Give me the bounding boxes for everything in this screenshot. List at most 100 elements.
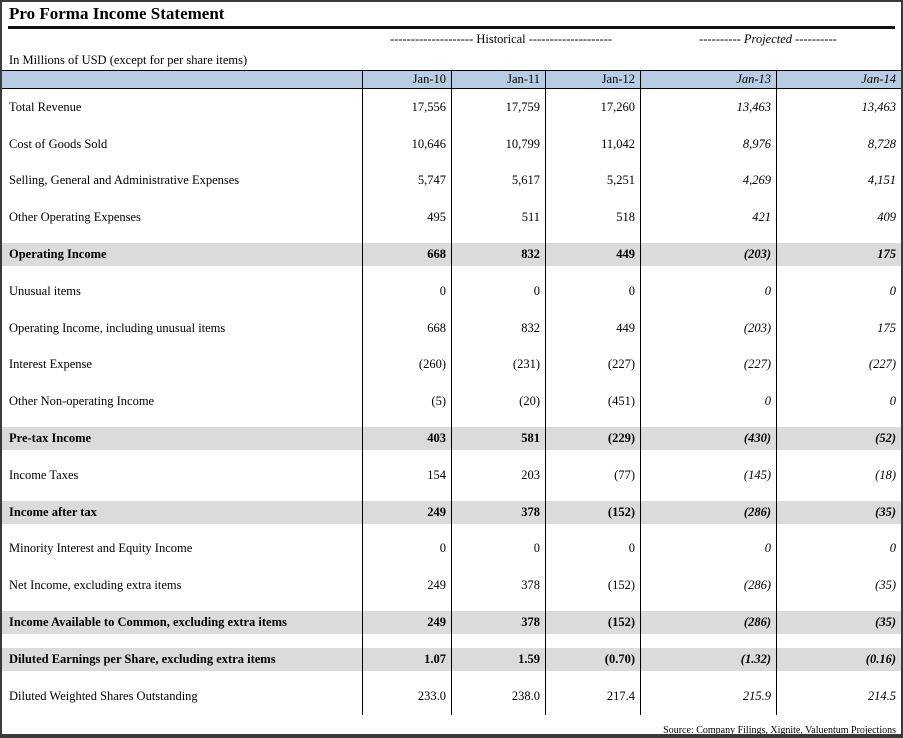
row-value: 4,151: [776, 162, 901, 200]
row-value: 0: [640, 530, 776, 568]
table-row: Minority Interest and Equity Income 0 0 …: [2, 530, 901, 568]
table-row: Selling, General and Administrative Expe…: [2, 162, 901, 200]
row-value: 5,617: [451, 162, 545, 200]
row-value: 0: [451, 530, 545, 568]
row-value: 11,042: [545, 125, 640, 163]
row-label: Income after tax: [9, 504, 97, 519]
row-value: 8,728: [776, 125, 901, 163]
column-header-jan-11: Jan-11: [451, 71, 545, 88]
row-value: 378: [451, 604, 545, 641]
row-value: (451): [545, 383, 640, 421]
row-value: (0.70): [545, 640, 640, 678]
row-value: 13,463: [776, 89, 901, 126]
row-value: 421: [640, 199, 776, 237]
row-value: (152): [545, 567, 640, 605]
historical-group-label: -------------------- Historical --------…: [389, 32, 613, 46]
row-label: Income Taxes: [9, 467, 79, 482]
row-label: Pre-tax Income: [9, 431, 92, 446]
table-row: Net Income, excluding extra items 249 37…: [2, 567, 901, 605]
row-value: (231): [451, 346, 545, 384]
source-note: Source: Company Filings, Xignite, Valuen…: [663, 724, 896, 736]
row-value: 233.0: [362, 677, 451, 715]
row-value: 0: [545, 272, 640, 310]
table-row: Cost of Goods Sold 10,646 10,799 11,042 …: [2, 125, 901, 163]
row-value: (430): [640, 420, 776, 457]
row-value: 154: [362, 456, 451, 494]
table-row: Interest Expense (260) (231) (227) (227)…: [2, 346, 901, 384]
row-value: (152): [545, 493, 640, 531]
row-label: Operating Income: [9, 247, 107, 262]
row-value: 10,646: [362, 125, 451, 163]
statement-rows: Total Revenue 17,556 17,759 17,260 13,46…: [2, 89, 901, 715]
row-value: (229): [545, 420, 640, 457]
row-value: 1.07: [362, 640, 451, 678]
page-title: Pro Forma Income Statement: [9, 4, 225, 23]
row-value: 511: [451, 199, 545, 237]
row-value: 17,556: [362, 89, 451, 126]
row-value: (0.16): [776, 640, 901, 678]
row-value: 832: [451, 236, 545, 273]
column-header-jan-13: Jan-13: [640, 71, 776, 88]
row-value: 10,799: [451, 125, 545, 163]
table-row: Operating Income, including unusual item…: [2, 309, 901, 347]
row-value: 0: [545, 530, 640, 568]
row-value: (286): [640, 604, 776, 641]
row-label: Total Revenue: [9, 99, 82, 114]
row-value: (260): [362, 346, 451, 384]
row-label: Interest Expense: [9, 357, 92, 372]
row-value: 0: [640, 272, 776, 310]
row-label: Cost of Goods Sold: [9, 136, 108, 151]
row-value: (227): [776, 346, 901, 384]
row-value: 449: [545, 236, 640, 273]
row-value: 832: [451, 309, 545, 347]
row-label: Net Income, excluding extra items: [9, 578, 182, 593]
row-value: 668: [362, 236, 451, 273]
table-row: Diluted Weighted Shares Outstanding 233.…: [2, 677, 901, 715]
row-value: (152): [545, 604, 640, 641]
row-value: 217.4: [545, 677, 640, 715]
row-value: 0: [362, 272, 451, 310]
row-value: 238.0: [451, 677, 545, 715]
projected-group-label: ---------- Projected ----------: [699, 32, 837, 46]
row-label: Diluted Earnings per Share, excluding ex…: [9, 651, 276, 666]
row-value: 249: [362, 604, 451, 641]
row-value: (35): [776, 604, 901, 641]
table-row: Total Revenue 17,556 17,759 17,260 13,46…: [2, 89, 901, 126]
row-value: (52): [776, 420, 901, 457]
table-row: Income after tax 249 378 (152) (286) (35…: [2, 493, 901, 531]
table-row: Operating Income 668 832 449 (203) 175: [2, 236, 901, 273]
row-value: 203: [451, 456, 545, 494]
row-value: 0: [640, 383, 776, 421]
row-value: 0: [776, 383, 901, 421]
row-value: 0: [451, 272, 545, 310]
row-value: (203): [640, 236, 776, 273]
row-value: 17,260: [545, 89, 640, 126]
column-group-header-row: -------------------- Historical --------…: [2, 32, 901, 48]
table-row: Income Taxes 154 203 (77) (145) (18): [2, 456, 901, 494]
column-header-jan-10: Jan-10: [362, 71, 451, 88]
row-value: (35): [776, 567, 901, 605]
row-value: (5): [362, 383, 451, 421]
row-label: Unusual items: [9, 283, 81, 298]
row-value: (203): [640, 309, 776, 347]
row-value: (20): [451, 383, 545, 421]
row-value: 249: [362, 493, 451, 531]
row-value: 403: [362, 420, 451, 457]
row-value: (227): [545, 346, 640, 384]
row-value: 378: [451, 567, 545, 605]
table-row: Income Available to Common, excluding ex…: [2, 604, 901, 641]
column-header-jan-14: Jan-14: [776, 71, 901, 88]
row-value: 5,251: [545, 162, 640, 200]
row-value: 1.59: [451, 640, 545, 678]
row-value: 17,759: [451, 89, 545, 126]
row-value: 8,976: [640, 125, 776, 163]
row-value: (77): [545, 456, 640, 494]
row-label: Selling, General and Administrative Expe…: [9, 173, 240, 188]
row-value: (1.32): [640, 640, 776, 678]
column-header-row: Jan-10 Jan-11 Jan-12 Jan-13 Jan-14: [2, 70, 901, 89]
row-value: 0: [776, 272, 901, 310]
row-value: 4,269: [640, 162, 776, 200]
row-value: (286): [640, 567, 776, 605]
row-value: 409: [776, 199, 901, 237]
